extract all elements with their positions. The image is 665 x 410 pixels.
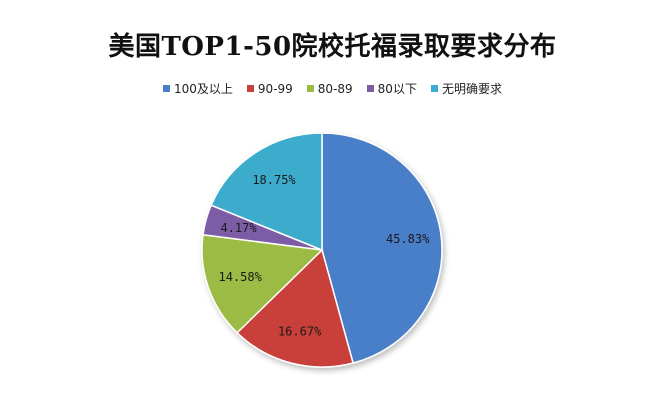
pie-slice	[201, 233, 324, 334]
legend-swatch	[306, 85, 314, 92]
slice-data-label: 14.58%	[219, 270, 263, 284]
legend-item: 无明确要求	[430, 80, 502, 97]
pie-slice	[210, 132, 323, 252]
legend-label: 80以下	[377, 82, 417, 96]
slice-data-label: 4.17%	[220, 221, 257, 235]
legend-swatch	[430, 85, 438, 92]
legend-swatch	[366, 85, 374, 92]
legend-item: 80以下	[366, 80, 417, 97]
legend-swatch	[246, 85, 254, 92]
slice-data-label: 16.67%	[278, 324, 322, 338]
pie-slice	[321, 132, 443, 364]
legend-item: 80-89	[306, 80, 353, 97]
legend-item: 90-99	[246, 80, 293, 97]
slice-data-label: 45.83%	[386, 232, 430, 246]
slice-data-label: 18.75%	[252, 173, 296, 187]
pie-slice	[236, 248, 355, 368]
legend-swatch	[163, 85, 171, 92]
legend-label: 90-99	[257, 81, 293, 96]
legend-item: 100及以上	[163, 80, 233, 97]
legend-label: 100及以上	[174, 82, 233, 96]
chart-title: 美国TOP1-50院校托福录取要求分布	[108, 32, 557, 62]
legend-label: 无明确要求	[441, 82, 502, 96]
legend: 100及以上 90-99 80-89 80以下 无明确要求	[0, 80, 665, 97]
legend-label: 80-89	[317, 81, 353, 96]
